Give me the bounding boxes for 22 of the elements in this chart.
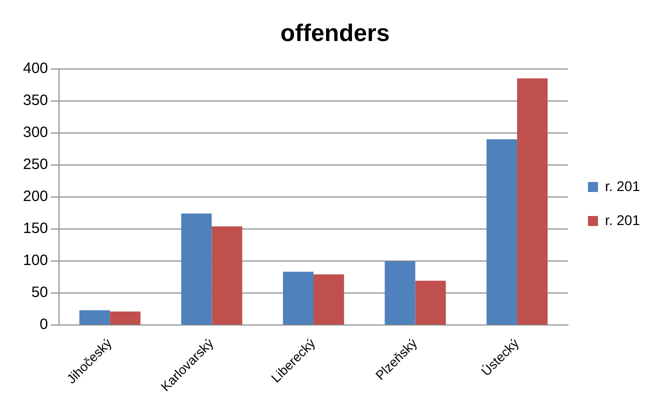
bar: [314, 274, 344, 324]
y-tick-label: 150: [22, 220, 48, 238]
bar: [384, 262, 416, 324]
y-tick-label: 250: [22, 156, 48, 173]
y-tick-label: 200: [22, 188, 48, 206]
bar: [415, 280, 446, 324]
bar: [79, 310, 110, 324]
legend-label: r. 201: [604, 212, 640, 228]
y-tick-label: 350: [22, 92, 48, 109]
bar: [282, 272, 314, 324]
y-tick-label: 50: [31, 284, 48, 302]
chart-title: offenders: [280, 20, 390, 48]
bar: [486, 139, 518, 324]
bar: [517, 78, 548, 324]
bar: [212, 226, 242, 324]
y-tick-label: 400: [22, 60, 48, 77]
bar: [110, 312, 140, 324]
y-tick-label: 100: [22, 252, 48, 270]
bar: [181, 214, 212, 324]
y-tick-label: 0: [40, 316, 48, 334]
y-tick-label: 300: [22, 124, 48, 141]
legend-label: r. 201: [604, 178, 640, 194]
